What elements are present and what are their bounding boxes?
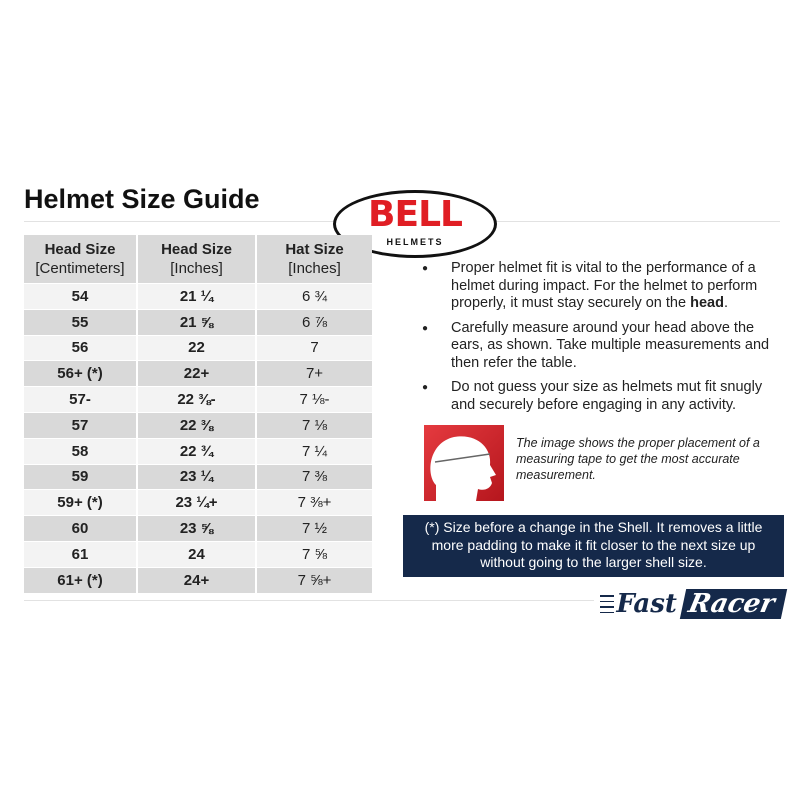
brand-part-fast: Fast [616,589,677,619]
cell-hat-in: 7 ⅛ [257,412,372,438]
bullet-item: Do not guess your size as helmets mut fi… [418,379,784,414]
shell-size-note: (*) Size before a change in the Shell. I… [403,515,784,577]
cell-head-in: 22 ⅜- [138,387,255,412]
cell-head-in: 22 ¾ [138,438,255,464]
bullet-item: Proper helmet fit is vital to the perfor… [418,260,784,313]
header-main: Head Size [161,241,232,258]
table-row: 59+ (*) 23 ¼+ 7 ⅜+ [24,490,372,516]
cell-head-in: 21 ⅝ [138,309,255,335]
cell-hat-in: 7+ [257,361,372,387]
cell-head-cm: 56+ (*) [24,361,136,387]
header-head-in: Head Size [Inches] [138,235,255,283]
header-sub: [Centimeters] [35,260,125,277]
cell-hat-in: 7 [257,335,372,361]
fit-instructions: Proper helmet fit is vital to the perfor… [418,260,784,421]
cell-hat-in: 6 ⅞ [257,309,372,335]
cell-head-cm: 54 [24,284,136,309]
table-row: 56+ (*) 22+ 7+ [24,361,372,387]
cell-head-cm: 55 [24,309,136,335]
header-sub: [Inches] [288,260,341,277]
info-column: Proper helmet fit is vital to the perfor… [403,260,788,621]
image-caption: The image shows the proper placement of … [516,436,760,482]
fast-racer-logo: Fast Racer [600,587,788,621]
table-row: 56 22 7 [24,335,372,361]
cell-head-cm: 59 [24,464,136,490]
bottom-divider [24,600,594,601]
cell-hat-in: 7 ½ [257,516,372,541]
logo-brand: BELL [368,194,463,235]
cell-head-in: 22 [138,335,255,361]
cell-head-cm: 58 [24,438,136,464]
cell-head-cm: 61 [24,541,136,567]
bullet-item: Carefully measure around your head above… [418,320,784,373]
cell-head-in: 23 ⅝ [138,516,255,541]
header-main: Hat Size [285,241,344,258]
header-hat-in: Hat Size [Inches] [257,235,372,283]
cell-head-cm: 57- [24,387,136,412]
cell-hat-in: 7 ⅜ [257,464,372,490]
cell-head-in: 23 ¼+ [138,490,255,516]
table-row: 61+ (*) 24+ 7 ⅝+ [24,567,372,593]
cell-head-cm: 61+ (*) [24,567,136,593]
page-title: Helmet Size Guide [24,184,260,214]
table-header-row: Head Size [Centimeters] Head Size [Inches]… [24,235,372,283]
cell-head-in: 24+ [138,567,255,593]
table-row: 57- 22 ⅜- 7 ⅛- [24,387,372,412]
brand-part-racer: Racer [679,589,788,619]
illustration-row: The image shows the proper placement of … [424,425,784,501]
speed-lines-icon [600,595,615,613]
cell-head-cm: 60 [24,516,136,541]
cell-hat-in: 7 ⅝+ [257,567,372,593]
cell-head-in: 23 ¼ [138,464,255,490]
cell-hat-in: 7 ⅛- [257,387,372,412]
header-main: Head Size [44,241,116,258]
cell-head-in: 24 [138,541,255,567]
bullet-text: Do not guess your size as helmets mut fi… [451,379,763,413]
bullet-bold: head [690,295,724,311]
head-measurement-illustration [424,425,504,501]
cell-head-in: 22+ [138,361,255,387]
cell-head-cm: 56 [24,335,136,361]
cell-head-cm: 57 [24,412,136,438]
bullet-end: . [723,295,728,311]
bullet-text: Proper helmet fit is vital to the perfor… [451,260,758,311]
table-row: 61 24 7 ⅝ [24,541,372,567]
bullet-text: Carefully measure around your head above… [451,319,770,371]
cell-head-in: 21 ¼ [138,284,255,309]
cell-hat-in: 7 ⅝ [257,541,372,567]
cell-hat-in: 6 ¾ [257,284,372,309]
header-head-cm: Head Size [Centimeters] [24,235,136,283]
cell-hat-in: 7 ¼ [257,438,372,464]
head-profile-icon [430,436,496,501]
bell-helmets-logo: BELL HELMETS [333,190,497,258]
cell-head-in: 22 ⅜ [138,412,255,438]
cell-hat-in: 7 ⅜+ [257,490,372,516]
size-table: Head Size [Centimeters] Head Size [Inches]… [22,234,374,594]
cell-head-cm: 59+ (*) [24,490,136,516]
header-sub: [Inches] [170,260,223,277]
logo-sub: HELMETS [386,237,444,247]
